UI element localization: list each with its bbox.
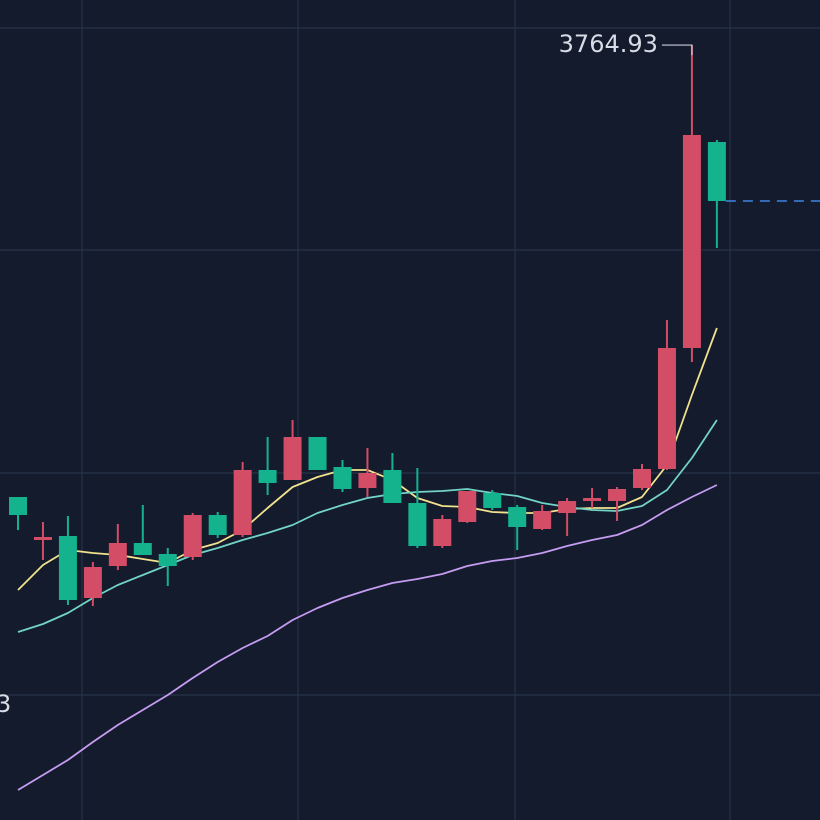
candle-body bbox=[133, 543, 152, 555]
candle-body bbox=[183, 515, 202, 557]
candle-body bbox=[458, 491, 477, 522]
candle-body bbox=[233, 470, 252, 535]
candle-body bbox=[483, 493, 502, 508]
candle-body bbox=[608, 489, 627, 501]
candle-body bbox=[408, 503, 427, 546]
candle-body bbox=[58, 536, 77, 600]
high-label: 3764.93 bbox=[559, 30, 658, 58]
high-leader bbox=[661, 44, 693, 56]
candle-body bbox=[283, 437, 302, 480]
candle-body bbox=[383, 470, 402, 503]
candle-body bbox=[208, 515, 227, 535]
candle-body bbox=[433, 519, 452, 546]
candle-body bbox=[508, 507, 527, 527]
candle-body bbox=[682, 135, 701, 348]
candle-body bbox=[358, 473, 377, 488]
candle-body bbox=[9, 497, 27, 515]
candle-body bbox=[558, 501, 577, 513]
candle-body bbox=[333, 467, 352, 489]
candle-body bbox=[657, 348, 676, 469]
candle-body bbox=[108, 543, 127, 566]
ma-line bbox=[17, 484, 718, 791]
candle-body bbox=[633, 469, 651, 488]
candle-body bbox=[533, 511, 552, 529]
annotation: 3 bbox=[0, 690, 11, 718]
candle-body bbox=[707, 142, 726, 201]
ma-line bbox=[17, 419, 718, 633]
candle-body bbox=[33, 537, 52, 540]
candle-body bbox=[258, 470, 277, 483]
candle-body bbox=[158, 554, 177, 566]
candle-body bbox=[583, 498, 602, 501]
candle-body bbox=[308, 437, 327, 470]
candle-body bbox=[83, 567, 102, 598]
